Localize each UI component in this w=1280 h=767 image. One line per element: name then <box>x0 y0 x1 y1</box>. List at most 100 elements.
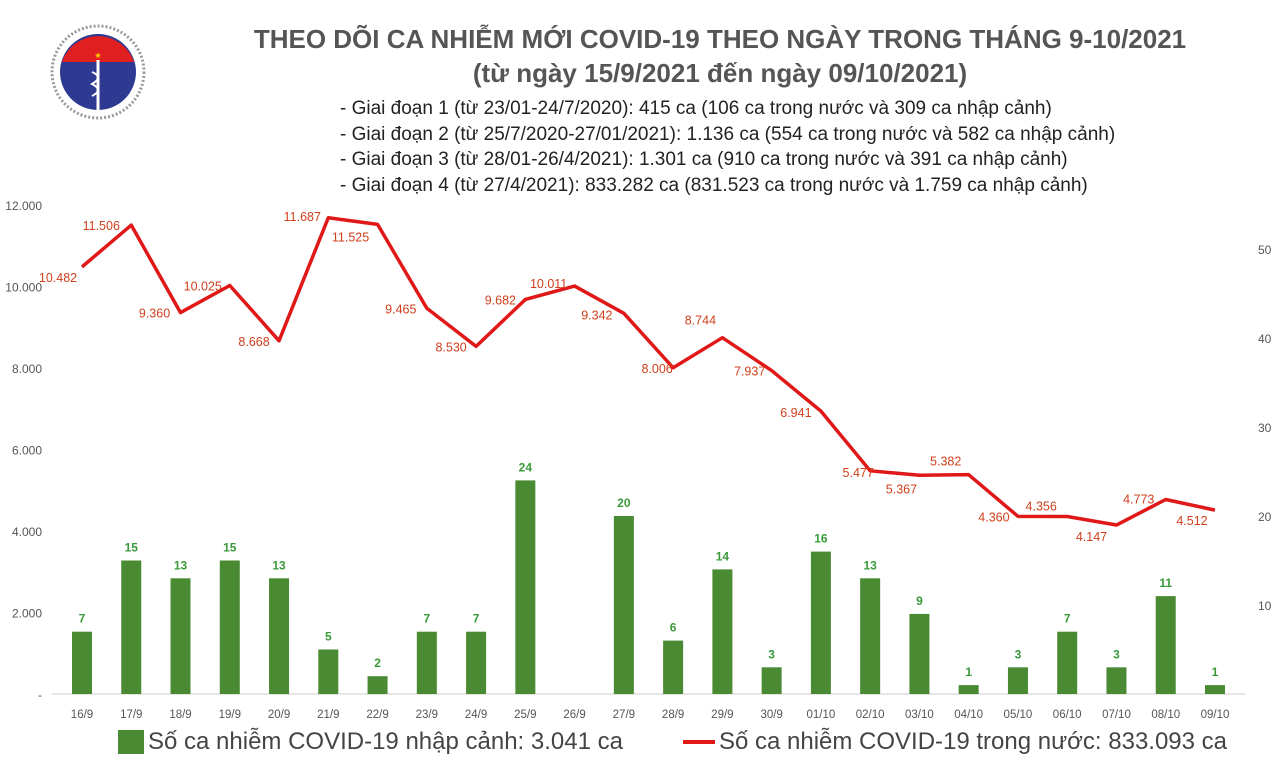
x-tick-label: 25/9 <box>514 709 536 721</box>
line-data-label: 9.465 <box>385 302 416 316</box>
legend-label-imported: Số ca nhiễm COVID-19 nhập cảnh: 3.041 ca <box>148 728 623 755</box>
x-tick-label: 30/9 <box>760 709 782 721</box>
phase-1: - Giai đoạn 1 (từ 23/01-24/7/2020): 415 … <box>340 98 1052 119</box>
line-data-label: 4.360 <box>978 510 1009 524</box>
x-tick-label: 03/10 <box>905 709 934 721</box>
bar-data-label: 20 <box>617 496 631 510</box>
line-data-label: 4.147 <box>1076 530 1107 544</box>
right-tick-label: 10 <box>1258 599 1272 613</box>
line-data-label: 11.506 <box>83 219 120 233</box>
x-tick-label: 04/10 <box>954 709 983 721</box>
line-data-label: 5.477 <box>843 466 874 480</box>
line-data-label: 9.360 <box>139 307 170 321</box>
phase-summary: - Giai đoạn 1 (từ 23/01-24/7/2020): 415 … <box>340 96 1115 198</box>
line-data-label: 10.025 <box>184 279 222 293</box>
left-tick-label: 4.000 <box>12 525 42 539</box>
bar <box>121 560 142 694</box>
left-tick-label: 10.000 <box>5 281 42 295</box>
svg-text:★: ★ <box>94 51 101 60</box>
x-tick-label: 24/9 <box>465 709 487 721</box>
bar-data-label: 7 <box>423 612 430 626</box>
bar-data-label: 1 <box>965 665 972 679</box>
bar-data-label: 7 <box>1064 612 1071 626</box>
bar <box>466 631 487 694</box>
left-tick-label: 8.000 <box>12 362 42 376</box>
x-tick-label: 23/9 <box>416 709 438 721</box>
bar-data-label: 5 <box>325 630 332 644</box>
x-tick-label: 20/9 <box>268 709 290 721</box>
bar <box>860 578 881 694</box>
bar <box>613 516 634 694</box>
line-data-label: 4.356 <box>1026 499 1057 513</box>
bar <box>1007 667 1028 694</box>
bar-data-label: 16 <box>814 532 828 546</box>
x-tick-label: 28/9 <box>662 709 684 721</box>
left-tick-label: - <box>38 688 42 702</box>
line-data-label: 9.342 <box>581 308 612 322</box>
bar <box>1106 667 1127 694</box>
line-data-label: 11.687 <box>284 210 321 224</box>
legend-swatch-bar <box>118 730 144 754</box>
x-tick-label: 26/9 <box>563 709 585 721</box>
bar <box>72 631 92 694</box>
legend-label-domestic: Số ca nhiễm COVID-19 trong nước: 833.093… <box>718 728 1228 755</box>
x-tick-label: 19/9 <box>219 709 241 721</box>
line-data-label: 4.512 <box>1176 514 1207 528</box>
bar-data-label: 7 <box>473 612 480 626</box>
right-tick-label: 40 <box>1258 332 1272 346</box>
bar-data-label: 24 <box>519 460 533 474</box>
bar-data-label: 1 <box>1212 665 1219 679</box>
legend: Số ca nhiễm COVID-19 nhập cảnh: 3.041 ca… <box>118 728 1227 756</box>
bar-data-label: 13 <box>272 558 286 572</box>
x-tick-label: 07/10 <box>1102 709 1131 721</box>
bar <box>219 560 240 694</box>
line-data-label: 9.682 <box>485 293 516 307</box>
bar <box>318 649 339 694</box>
bar-data-label: 9 <box>916 594 923 608</box>
bar <box>1155 596 1176 694</box>
bar <box>416 631 437 694</box>
bar-data-label: 13 <box>863 558 877 572</box>
bar-data-label: 6 <box>670 621 677 635</box>
bar <box>958 685 979 694</box>
bar <box>1204 685 1225 694</box>
bar-data-label: 3 <box>768 647 775 661</box>
chart-subtitle: (từ ngày 15/9/2021 đến ngày 09/10/2021) <box>472 58 968 88</box>
bar <box>1057 631 1078 694</box>
line-data-label: 10.482 <box>39 271 77 285</box>
phase-2: - Giai đoạn 2 (từ 25/7/2020-27/01/2021):… <box>340 123 1116 145</box>
x-tick-label: 09/10 <box>1201 709 1230 721</box>
line-data-label: 5.367 <box>886 482 917 496</box>
bar-data-label: 14 <box>716 549 730 563</box>
line-data-label: 8.668 <box>238 335 269 349</box>
x-tick-label: 06/10 <box>1053 709 1082 721</box>
bar <box>663 640 684 694</box>
line-data-label: 8.006 <box>641 362 672 376</box>
right-tick-label: 20 <box>1258 510 1272 524</box>
phase-3: - Giai đoạn 3 (từ 28/01-26/4/2021): 1.30… <box>340 149 1068 170</box>
bar-data-label: 15 <box>125 541 139 555</box>
bar-data-label: 15 <box>223 541 237 555</box>
bar <box>515 480 536 694</box>
line-data-label: 5.382 <box>930 455 961 469</box>
bar <box>269 578 290 694</box>
x-tick-label: 08/10 <box>1151 709 1180 721</box>
x-tick-label: 16/9 <box>71 709 93 721</box>
bar <box>909 613 930 694</box>
bar-data-label: 3 <box>1015 647 1022 661</box>
left-tick-label: 2.000 <box>12 607 42 621</box>
x-tick-label: 21/9 <box>317 709 339 721</box>
x-tick-label: 29/9 <box>711 709 733 721</box>
x-tick-label: 17/9 <box>120 709 142 721</box>
bar-data-label: 11 <box>1159 576 1172 590</box>
bar <box>761 667 782 694</box>
bar <box>367 676 388 694</box>
bar-data-label: 3 <box>1113 647 1120 661</box>
x-tick-label: 18/9 <box>169 709 191 721</box>
legend-swatch-line <box>682 740 715 744</box>
left-tick-label: 6.000 <box>12 444 42 458</box>
x-tick-label: 27/9 <box>613 709 635 721</box>
x-tick-label: 01/10 <box>807 709 836 721</box>
